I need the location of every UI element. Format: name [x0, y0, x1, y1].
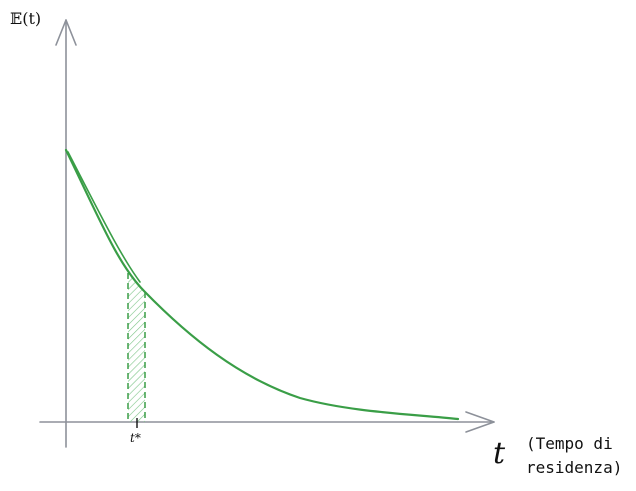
hatched-interval	[128, 273, 145, 422]
x-axis	[39, 411, 495, 433]
t-star-label: t*	[130, 431, 141, 445]
x-axis-label: t	[493, 436, 506, 471]
x-axis-arrowhead	[465, 411, 495, 433]
decay-curve-stroke-2	[67, 151, 141, 283]
y-axis	[55, 19, 77, 448]
y-axis-arrowhead	[55, 19, 77, 46]
x-axis-note-line2: residenza)	[526, 458, 622, 477]
y-axis-label: 𝔼(t)	[10, 9, 41, 28]
x-axis-note-line1: (Tempo di	[526, 434, 613, 453]
decay-curve	[64, 148, 460, 421]
